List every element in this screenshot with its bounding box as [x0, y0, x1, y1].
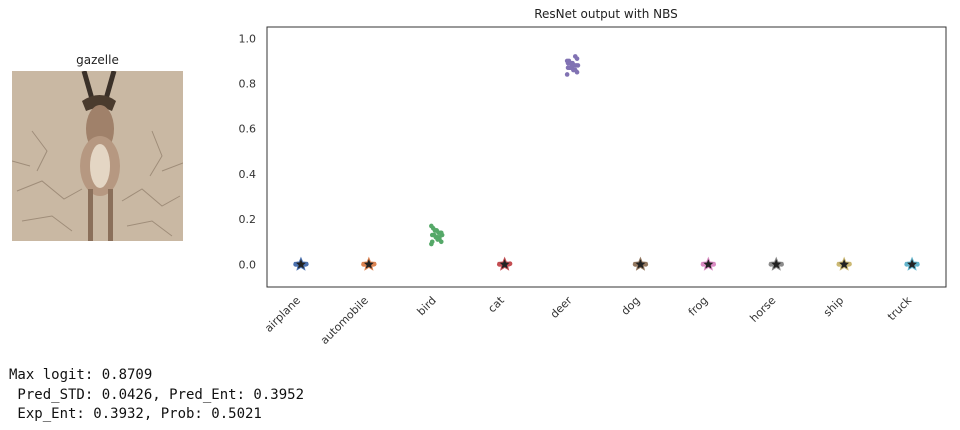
- sample-point: [565, 60, 571, 66]
- sample-point: [438, 230, 444, 236]
- x-tick-label: airplane: [262, 294, 303, 335]
- sample-point: [429, 239, 435, 245]
- x-tick-label: ship: [821, 294, 846, 319]
- plot-area: [293, 54, 920, 271]
- stats-output: Max logit: 0.8709 Pred_STD: 0.0426, Pred…: [9, 366, 304, 425]
- x-tick-label: dog: [619, 294, 643, 318]
- x-tick-label: frog: [686, 294, 711, 319]
- y-tick-label: 0.6: [239, 123, 257, 136]
- axes-frame: [266, 26, 947, 288]
- chart: ResNet output with NBS 0.0 0.2 0.4 0.6 0.8 1.…: [239, 7, 947, 347]
- sample-point: [572, 54, 578, 59]
- y-tick-label: 0.8: [239, 78, 257, 91]
- x-tick-label: horse: [747, 294, 778, 325]
- sample-point: [571, 67, 576, 73]
- mean-star: [836, 256, 852, 271]
- x-tick-label: truck: [885, 293, 915, 323]
- x-tick-label: cat: [485, 293, 507, 315]
- mean-star: [497, 256, 513, 271]
- sample-point: [429, 223, 434, 229]
- y-tick-label: 0.4: [239, 168, 257, 181]
- y-tick-label: 1.0: [239, 32, 257, 45]
- sample-point: [567, 65, 573, 70]
- mean-star: [361, 256, 377, 271]
- chart-title: ResNet output with NBS: [534, 7, 678, 21]
- x-tick-label: automobile: [318, 294, 371, 347]
- x-tick-label: bird: [415, 294, 439, 318]
- gazelle-thumbnail: [12, 71, 183, 241]
- sample-point: [435, 237, 440, 242]
- mean-star: [768, 256, 784, 271]
- exp-ent-prob-text: Exp_Ent: 0.3932, Prob: 0.5021: [9, 406, 262, 422]
- sample-point: [433, 228, 439, 233]
- sample-point: [564, 72, 570, 77]
- max-logit-text: Max logit: 0.8709: [9, 367, 153, 383]
- x-axis: airplane automobile bird cat deer dog frog hors…: [262, 293, 914, 347]
- mean-star: [633, 256, 648, 271]
- image-title: gazelle: [76, 53, 119, 67]
- mean-star: [293, 256, 309, 271]
- x-tick-label: deer: [548, 294, 575, 321]
- sample-point: [431, 232, 437, 238]
- y-axis: 0.0 0.2 0.4 0.6 0.8 1.0: [239, 32, 257, 271]
- mean-star: [904, 256, 920, 271]
- pred-std-ent-text: Pred_STD: 0.0426, Pred_Ent: 0.3952: [9, 386, 305, 403]
- mean-star: [700, 256, 716, 271]
- y-tick-label: 0.2: [239, 213, 257, 226]
- y-tick-label: 0.0: [239, 258, 257, 271]
